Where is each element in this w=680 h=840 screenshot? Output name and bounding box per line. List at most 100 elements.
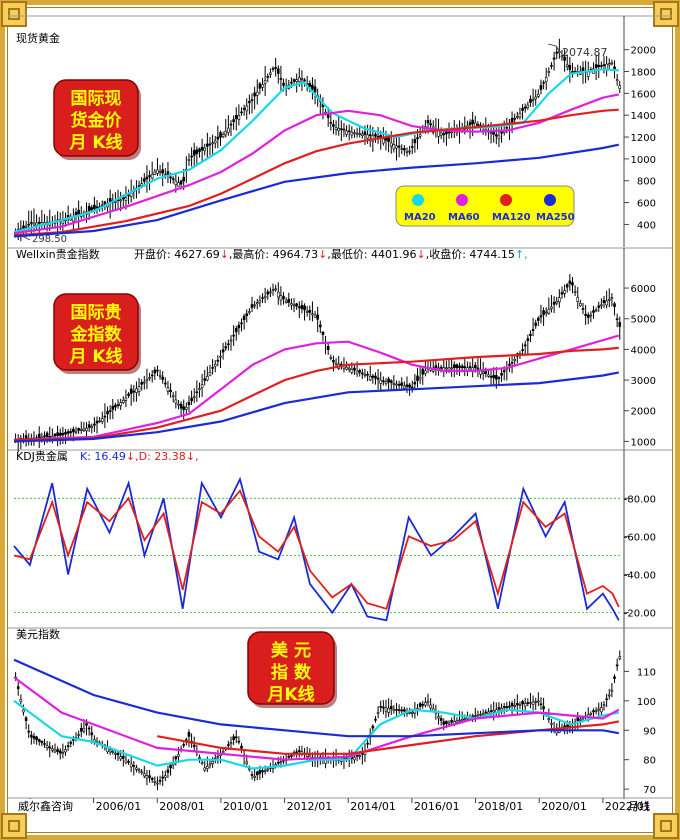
candle-body	[434, 365, 438, 369]
candle-body	[602, 64, 606, 66]
candle-body	[550, 723, 553, 725]
candle-body	[287, 298, 291, 303]
badge-text: 指 数	[271, 662, 312, 683]
candle-body	[87, 206, 91, 212]
candle-body	[445, 367, 448, 370]
candle-body	[413, 381, 417, 385]
candle-body	[615, 79, 619, 81]
candle-body	[426, 700, 430, 703]
candle-body	[77, 209, 80, 216]
candle-body	[408, 711, 411, 714]
candle-body	[263, 295, 267, 298]
candle-body	[602, 299, 606, 303]
ma-line-ma60	[13, 676, 620, 761]
candle-body	[295, 79, 298, 82]
candle-body	[216, 136, 220, 140]
candle-body	[242, 108, 246, 110]
candle-body	[460, 365, 464, 369]
candle-body	[16, 686, 20, 689]
y-tick-label: 70	[643, 785, 656, 796]
candle-body	[615, 664, 619, 667]
candle-body	[395, 709, 398, 711]
candle-body	[208, 763, 212, 766]
y-tick-label: 800	[637, 177, 656, 188]
y-tick-label: -60.00	[624, 532, 656, 543]
candle-body	[124, 197, 128, 201]
candle-body	[156, 782, 159, 785]
candle-body	[484, 371, 488, 374]
candle-body	[161, 776, 164, 779]
candle-body	[90, 732, 94, 736]
candle-body	[43, 435, 46, 438]
candle-body	[35, 736, 38, 741]
x-tick-label: 2012/01	[287, 800, 333, 813]
candle-body	[305, 310, 309, 313]
candle-body	[171, 178, 175, 180]
candle-body	[502, 706, 506, 708]
candle-body	[426, 120, 430, 124]
candle-body	[516, 116, 519, 118]
candle-body	[108, 410, 112, 412]
candle-body	[521, 349, 524, 351]
x-tick-label: 2014/01	[350, 800, 396, 813]
candle-body	[153, 369, 157, 374]
candle-body	[571, 282, 574, 286]
candle-body	[534, 96, 538, 100]
candle-body	[250, 774, 254, 776]
candle-body	[597, 305, 601, 308]
candle-body	[579, 718, 582, 721]
candle-body	[245, 105, 249, 112]
candle-body	[234, 115, 238, 119]
candle-body	[158, 171, 162, 173]
candle-body	[229, 742, 233, 744]
candle-body	[513, 117, 516, 120]
candle-body	[250, 99, 254, 101]
candle-body	[347, 367, 351, 370]
candle-body	[258, 770, 262, 774]
ohlc-value: ,最高价: 4964.73	[229, 247, 318, 261]
candle-body	[542, 706, 545, 710]
candle-body	[374, 375, 377, 379]
candle-body	[537, 700, 540, 703]
candle-body	[534, 701, 538, 703]
candle-body	[208, 143, 212, 146]
candle-body	[211, 367, 214, 369]
y-tick-label: -20.00	[624, 609, 656, 620]
title-badge	[53, 79, 139, 157]
candle-body	[529, 98, 532, 103]
candle-body	[240, 111, 243, 114]
candle-body	[208, 372, 212, 376]
ohlc-arrow: ↓	[220, 248, 229, 261]
candle-body	[203, 147, 207, 151]
candle-body	[261, 84, 264, 88]
panel-3: -20.00 -40.00 -60.00 -80.00	[13, 476, 656, 622]
candle-body	[418, 377, 422, 380]
candle-body	[366, 134, 369, 139]
candle-body	[279, 295, 283, 301]
candle-body	[332, 360, 335, 363]
candle-body	[405, 384, 409, 387]
candle-body	[156, 169, 159, 174]
candle-body	[355, 370, 359, 375]
candle-body	[405, 151, 409, 153]
candle-body	[187, 401, 191, 406]
candle-body	[279, 761, 283, 764]
candle-body	[586, 314, 590, 318]
candle-body	[82, 727, 86, 732]
y-tick-label: 4000	[631, 345, 656, 356]
y-tick-label: 3000	[631, 376, 656, 387]
candle-body	[579, 303, 582, 307]
candle-body	[224, 130, 228, 135]
candle-body	[143, 773, 146, 777]
kdj-line-d	[13, 488, 620, 610]
candle-body	[253, 304, 256, 307]
candle-body	[600, 304, 603, 307]
y-tick-label: 600	[637, 199, 656, 210]
ohlc-arrow: ↓	[318, 248, 327, 261]
ma-line-ma20	[13, 68, 619, 234]
candle-body	[224, 346, 228, 349]
candle-body	[145, 176, 149, 180]
candle-body	[355, 755, 359, 757]
candle-body	[565, 284, 569, 288]
